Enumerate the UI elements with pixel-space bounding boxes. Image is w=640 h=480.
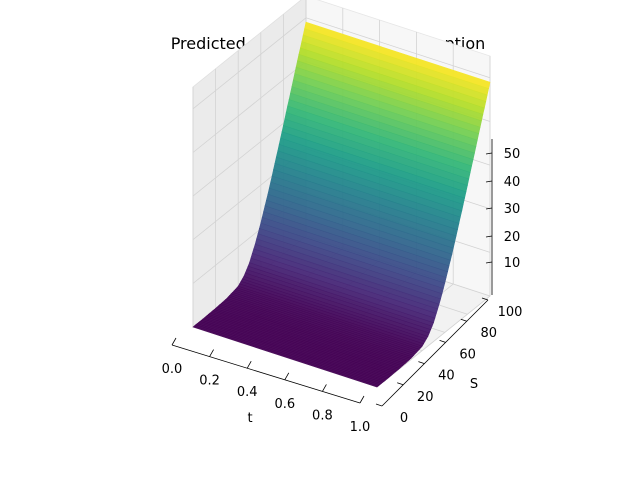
x-tick-label: 0.0 (162, 362, 183, 377)
z-tick-mark (485, 261, 493, 264)
z-tick-mark (485, 152, 493, 155)
y-tick-label: 40 (438, 369, 455, 384)
x-tick-mark (284, 372, 290, 380)
x-tick-mark (171, 337, 177, 346)
x-tick-mark (246, 361, 252, 369)
x-tick-label: 0.4 (237, 385, 258, 400)
y-tick-mark (460, 318, 467, 322)
x-axis-line (171, 344, 361, 404)
z-tick-mark (485, 235, 493, 238)
y-axis-label: S (470, 377, 478, 392)
z-tick-label: 10 (504, 256, 521, 271)
x-tick-label: 1.0 (350, 420, 371, 435)
x-tick-label: 0.8 (312, 408, 333, 423)
y-tick-mark (375, 403, 383, 407)
y-tick-mark (439, 340, 446, 343)
z-tick-label: 20 (504, 230, 521, 245)
x-tick-label: 0.2 (199, 374, 220, 389)
surface-strip (192, 325, 380, 388)
surface-plot (192, 21, 491, 388)
y-tick-label: 0 (400, 411, 408, 426)
z-tick-mark (485, 207, 493, 210)
y-tick-label: 20 (417, 390, 434, 405)
x-tick-mark (209, 349, 214, 357)
grid-line-z (192, 17, 491, 110)
y-tick-mark (418, 361, 425, 364)
z-tick-label: 50 (504, 147, 521, 162)
y-tick-mark (481, 297, 489, 301)
x-axis-label: t (247, 411, 252, 426)
z-tick-label: 40 (504, 175, 521, 190)
y-tick-label: 80 (481, 326, 498, 341)
y-axis-line (381, 299, 489, 407)
x-axis: 0.0 0.2 0.4 0.6 0.8 1.0 (162, 337, 371, 435)
x-tick-mark (322, 384, 327, 392)
y-tick-label: 60 (459, 347, 476, 362)
x-tick-mark (359, 395, 365, 404)
z-tick-mark (485, 180, 493, 183)
y-tick-label: 100 (498, 305, 523, 320)
x-tick-label: 0.6 (274, 397, 295, 412)
y-tick-mark (397, 382, 404, 386)
z-axis: 10 20 30 40 50 (485, 139, 521, 295)
z-tick-label: 30 (504, 202, 521, 217)
